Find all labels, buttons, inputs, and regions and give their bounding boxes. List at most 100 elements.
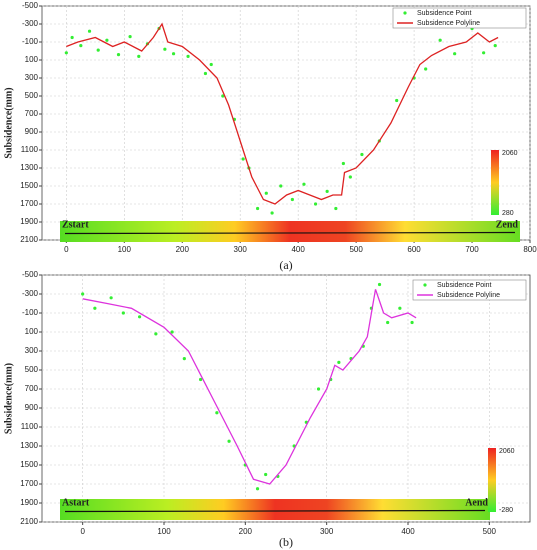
point: [81, 292, 85, 296]
point: [410, 320, 414, 325]
y-tick-label: 1900: [20, 498, 38, 507]
point: [377, 282, 382, 287]
point: [302, 182, 306, 186]
point: [70, 35, 74, 40]
x-tick-label: 400: [291, 245, 305, 254]
y-tick-label: 1900: [20, 217, 38, 226]
point: [325, 189, 329, 193]
point: [290, 197, 294, 202]
caption: (b): [279, 535, 293, 549]
point: [163, 47, 167, 51]
x-tick-label: 200: [176, 245, 190, 254]
y-tick-label: 500: [25, 91, 39, 100]
x-tick-label: 600: [407, 245, 421, 254]
point: [386, 320, 390, 325]
point: [453, 52, 457, 56]
y-tick-label: 2100: [20, 235, 38, 244]
y-tick-label: -100: [22, 308, 39, 317]
colorbar-label: -280: [499, 507, 513, 514]
x-tick-label: 0: [64, 245, 69, 254]
plot-area: [41, 274, 531, 523]
colorbar-label: 2060: [499, 448, 515, 455]
start-label: Zstart: [62, 219, 89, 230]
point: [313, 202, 318, 206]
y-axis-label: Subsidence(mm): [3, 87, 14, 158]
y-tick-label: -300: [22, 19, 39, 28]
legend-swatch: [423, 283, 427, 287]
y-tick-label: 900: [25, 403, 39, 412]
point: [105, 38, 109, 42]
colorbar-label: 2060: [502, 150, 518, 157]
x-tick-label: 700: [465, 245, 479, 254]
point: [316, 387, 321, 391]
point: [64, 51, 68, 55]
y-tick-label: 100: [25, 327, 39, 336]
plot-area: [41, 5, 531, 241]
start-label: Astart: [62, 497, 90, 508]
x-tick-label: 400: [401, 527, 415, 536]
route-line: [64, 509, 486, 513]
x-tick-label: 0: [80, 527, 85, 536]
point: [138, 315, 142, 319]
legend-label: Subsidence Polyline: [417, 20, 480, 27]
panel: -500 -300 -100 100 300 500 700 900 1100 1300 1500 1…: [3, 270, 531, 549]
point: [93, 306, 97, 310]
point: [279, 184, 283, 188]
legend-box: [392, 7, 527, 29]
point: [109, 296, 113, 300]
point: [209, 62, 213, 67]
point: [87, 29, 92, 33]
y-tick-label: 1100: [21, 422, 39, 431]
panel: -500 -300 -100 100 300 500 700 900 1100 1300 1500 1…: [3, 1, 537, 272]
point: [128, 35, 132, 39]
point: [264, 472, 268, 477]
point: [96, 48, 100, 52]
point: [171, 52, 176, 56]
point: [116, 53, 121, 57]
heat-strip: [60, 499, 490, 520]
point: [215, 411, 219, 415]
point: [270, 211, 274, 215]
legend-swatch: [403, 11, 407, 15]
y-tick-label: 2100: [20, 517, 38, 526]
point: [154, 332, 158, 336]
x-tick-label: 200: [239, 527, 253, 536]
x-tick-label: 500: [483, 527, 497, 536]
point: [256, 206, 260, 211]
point: [348, 175, 352, 179]
legend-label: Subsidence Polyline: [437, 292, 500, 299]
legend-box: [412, 279, 527, 301]
caption: (a): [279, 258, 292, 272]
point: [121, 311, 125, 315]
y-tick-label: 1100: [21, 145, 39, 154]
y-tick-label: -100: [22, 37, 39, 46]
end-label: Aend: [465, 497, 488, 508]
point: [186, 54, 190, 59]
y-tick-label: 700: [25, 109, 39, 118]
point: [438, 38, 442, 42]
x-tick-label: 300: [320, 527, 334, 536]
point: [79, 44, 83, 48]
point: [137, 54, 141, 59]
point: [170, 330, 174, 334]
point: [203, 71, 208, 76]
point: [395, 98, 399, 103]
y-axis-label: Subsidence(mm): [3, 363, 14, 434]
x-tick-label: 100: [157, 527, 171, 536]
y-tick-label: 1300: [20, 163, 38, 172]
point: [341, 161, 345, 166]
point: [255, 487, 260, 491]
colorbar: [491, 150, 499, 215]
point: [227, 439, 231, 443]
y-tick-label: 700: [25, 384, 39, 393]
legend-label: Subsidence Point: [437, 282, 492, 289]
route-line: [64, 231, 516, 235]
y-tick-label: 1700: [20, 479, 38, 488]
y-tick-label: -500: [22, 270, 39, 279]
x-tick-label: 800: [523, 245, 537, 254]
x-tick-label: 300: [234, 245, 248, 254]
y-tick-label: 1500: [20, 181, 38, 190]
y-tick-label: 500: [25, 365, 39, 374]
point: [264, 191, 268, 195]
colorbar-label: 280: [502, 210, 514, 217]
